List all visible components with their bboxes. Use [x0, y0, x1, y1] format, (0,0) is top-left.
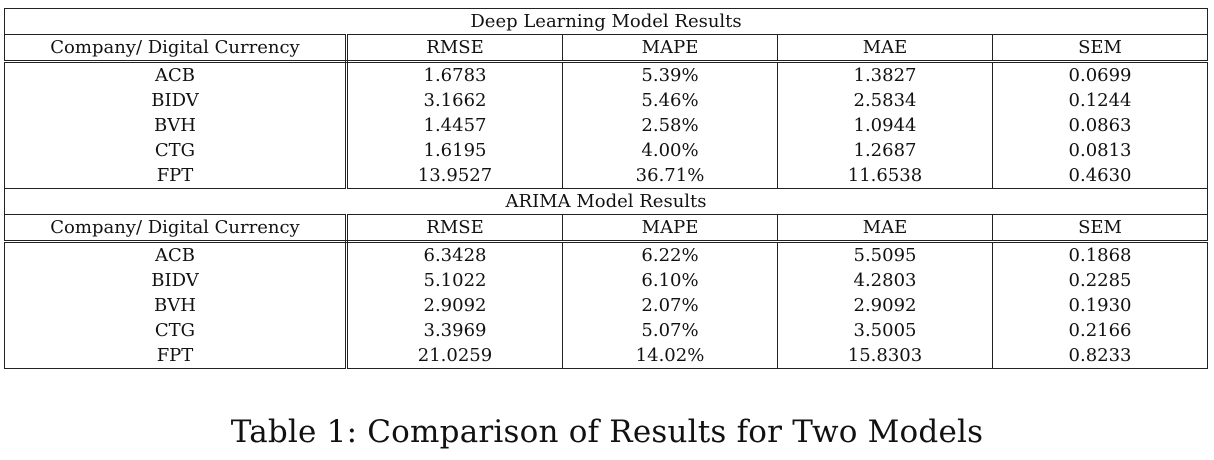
- table-cell: 13.9527: [346, 163, 563, 189]
- results-table-container: Deep Learning Model Results Company/ Digi…: [3, 8, 1209, 369]
- row-label: BVH: [4, 113, 348, 138]
- table-cell: 15.8303: [777, 343, 993, 369]
- table-cell: 5.07%: [562, 318, 778, 343]
- table-cell: 6.3428: [346, 241, 563, 268]
- row-label: FPT: [4, 343, 348, 369]
- row-label: BVH: [4, 293, 348, 318]
- table-cell: 6.22%: [562, 241, 778, 268]
- column-header: MAE: [777, 34, 993, 63]
- table-cell: 1.3827: [777, 61, 993, 88]
- table-row: BIDV 3.1662 5.46% 2.5834 0.1244: [4, 88, 1209, 113]
- row-label: BIDV: [4, 88, 348, 113]
- column-header-row: Company/ Digital Currency RMSE MAPE MAE SEM: [4, 214, 1209, 243]
- table-row: CTG 3.3969 5.07% 3.5005 0.2166: [4, 318, 1209, 343]
- table-cell: 5.39%: [562, 61, 778, 88]
- column-header: Company/ Digital Currency: [4, 34, 348, 63]
- section-title: ARIMA Model Results: [3, 188, 1209, 215]
- table-row: FPT 21.0259 14.02% 15.8303 0.8233: [4, 343, 1209, 369]
- table-cell: 1.6783: [346, 61, 563, 88]
- table-cell: 2.58%: [562, 113, 778, 138]
- table-cell: 6.10%: [562, 268, 778, 293]
- table-row: BIDV 5.1022 6.10% 4.2803 0.2285: [4, 268, 1209, 293]
- row-label: CTG: [4, 138, 348, 163]
- table-row: ACB 1.6783 5.39% 1.3827 0.0699: [4, 61, 1209, 88]
- results-table-body: Deep Learning Model Results Company/ Digi…: [3, 8, 1209, 369]
- column-header: SEM: [991, 34, 1209, 63]
- column-header: MAPE: [562, 34, 778, 63]
- row-label: CTG: [4, 318, 348, 343]
- table-cell: 1.0944: [777, 113, 993, 138]
- table-cell: 4.00%: [562, 138, 778, 163]
- table-cell: 5.1022: [346, 268, 563, 293]
- table-row: FPT 13.9527 36.71% 11.6538 0.4630: [4, 163, 1209, 189]
- table-row: ACB 6.3428 6.22% 5.5095 0.1868: [4, 241, 1209, 268]
- results-table: Deep Learning Model Results Company/ Digi…: [3, 8, 1209, 369]
- table-cell: 0.1930: [991, 293, 1209, 318]
- table-cell: 1.6195: [346, 138, 563, 163]
- column-header: MAE: [777, 214, 993, 243]
- table-cell: 21.0259: [346, 343, 563, 369]
- column-header: Company/ Digital Currency: [4, 214, 348, 243]
- column-header: SEM: [991, 214, 1209, 243]
- row-label: BIDV: [4, 268, 348, 293]
- column-header: MAPE: [562, 214, 778, 243]
- table-cell: 11.6538: [777, 163, 993, 189]
- table-cell: 3.5005: [777, 318, 993, 343]
- table-cell: 36.71%: [562, 163, 778, 189]
- column-header: RMSE: [346, 214, 563, 243]
- table-cell: 2.9092: [777, 293, 993, 318]
- section-title-row: Deep Learning Model Results: [3, 8, 1209, 35]
- table-cell: 2.07%: [562, 293, 778, 318]
- section-title: Deep Learning Model Results: [3, 8, 1209, 35]
- table-cell: 14.02%: [562, 343, 778, 369]
- section-title-row: ARIMA Model Results: [3, 188, 1209, 215]
- table-cell: 3.1662: [346, 88, 563, 113]
- table-row: BVH 2.9092 2.07% 2.9092 0.1930: [4, 293, 1209, 318]
- table-cell: 5.5095: [777, 241, 993, 268]
- table-cell: 0.1244: [991, 88, 1209, 113]
- table-cell: 1.2687: [777, 138, 993, 163]
- row-label: FPT: [4, 163, 348, 189]
- row-label: ACB: [4, 241, 348, 268]
- table-cell: 0.1868: [991, 241, 1209, 268]
- table-cell: 0.0699: [991, 61, 1209, 88]
- table-cell: 1.4457: [346, 113, 563, 138]
- row-label: ACB: [4, 61, 348, 88]
- table-cell: 0.8233: [991, 343, 1209, 369]
- table-cell: 2.9092: [346, 293, 563, 318]
- table-cell: 0.0863: [991, 113, 1209, 138]
- column-header: RMSE: [346, 34, 563, 63]
- table-cell: 0.2166: [991, 318, 1209, 343]
- table-row: BVH 1.4457 2.58% 1.0944 0.0863: [4, 113, 1209, 138]
- table-cell: 2.5834: [777, 88, 993, 113]
- table-caption: Table 1: Comparison of Results for Two M…: [230, 414, 984, 450]
- table-row: CTG 1.6195 4.00% 1.2687 0.0813: [4, 138, 1209, 163]
- table-cell: 3.3969: [346, 318, 563, 343]
- table-cell: 5.46%: [562, 88, 778, 113]
- table-cell: 4.2803: [777, 268, 993, 293]
- table-cell: 0.2285: [991, 268, 1209, 293]
- column-header-row: Company/ Digital Currency RMSE MAPE MAE SEM: [4, 34, 1209, 63]
- table-cell: 0.0813: [991, 138, 1209, 163]
- table-cell: 0.4630: [991, 163, 1209, 189]
